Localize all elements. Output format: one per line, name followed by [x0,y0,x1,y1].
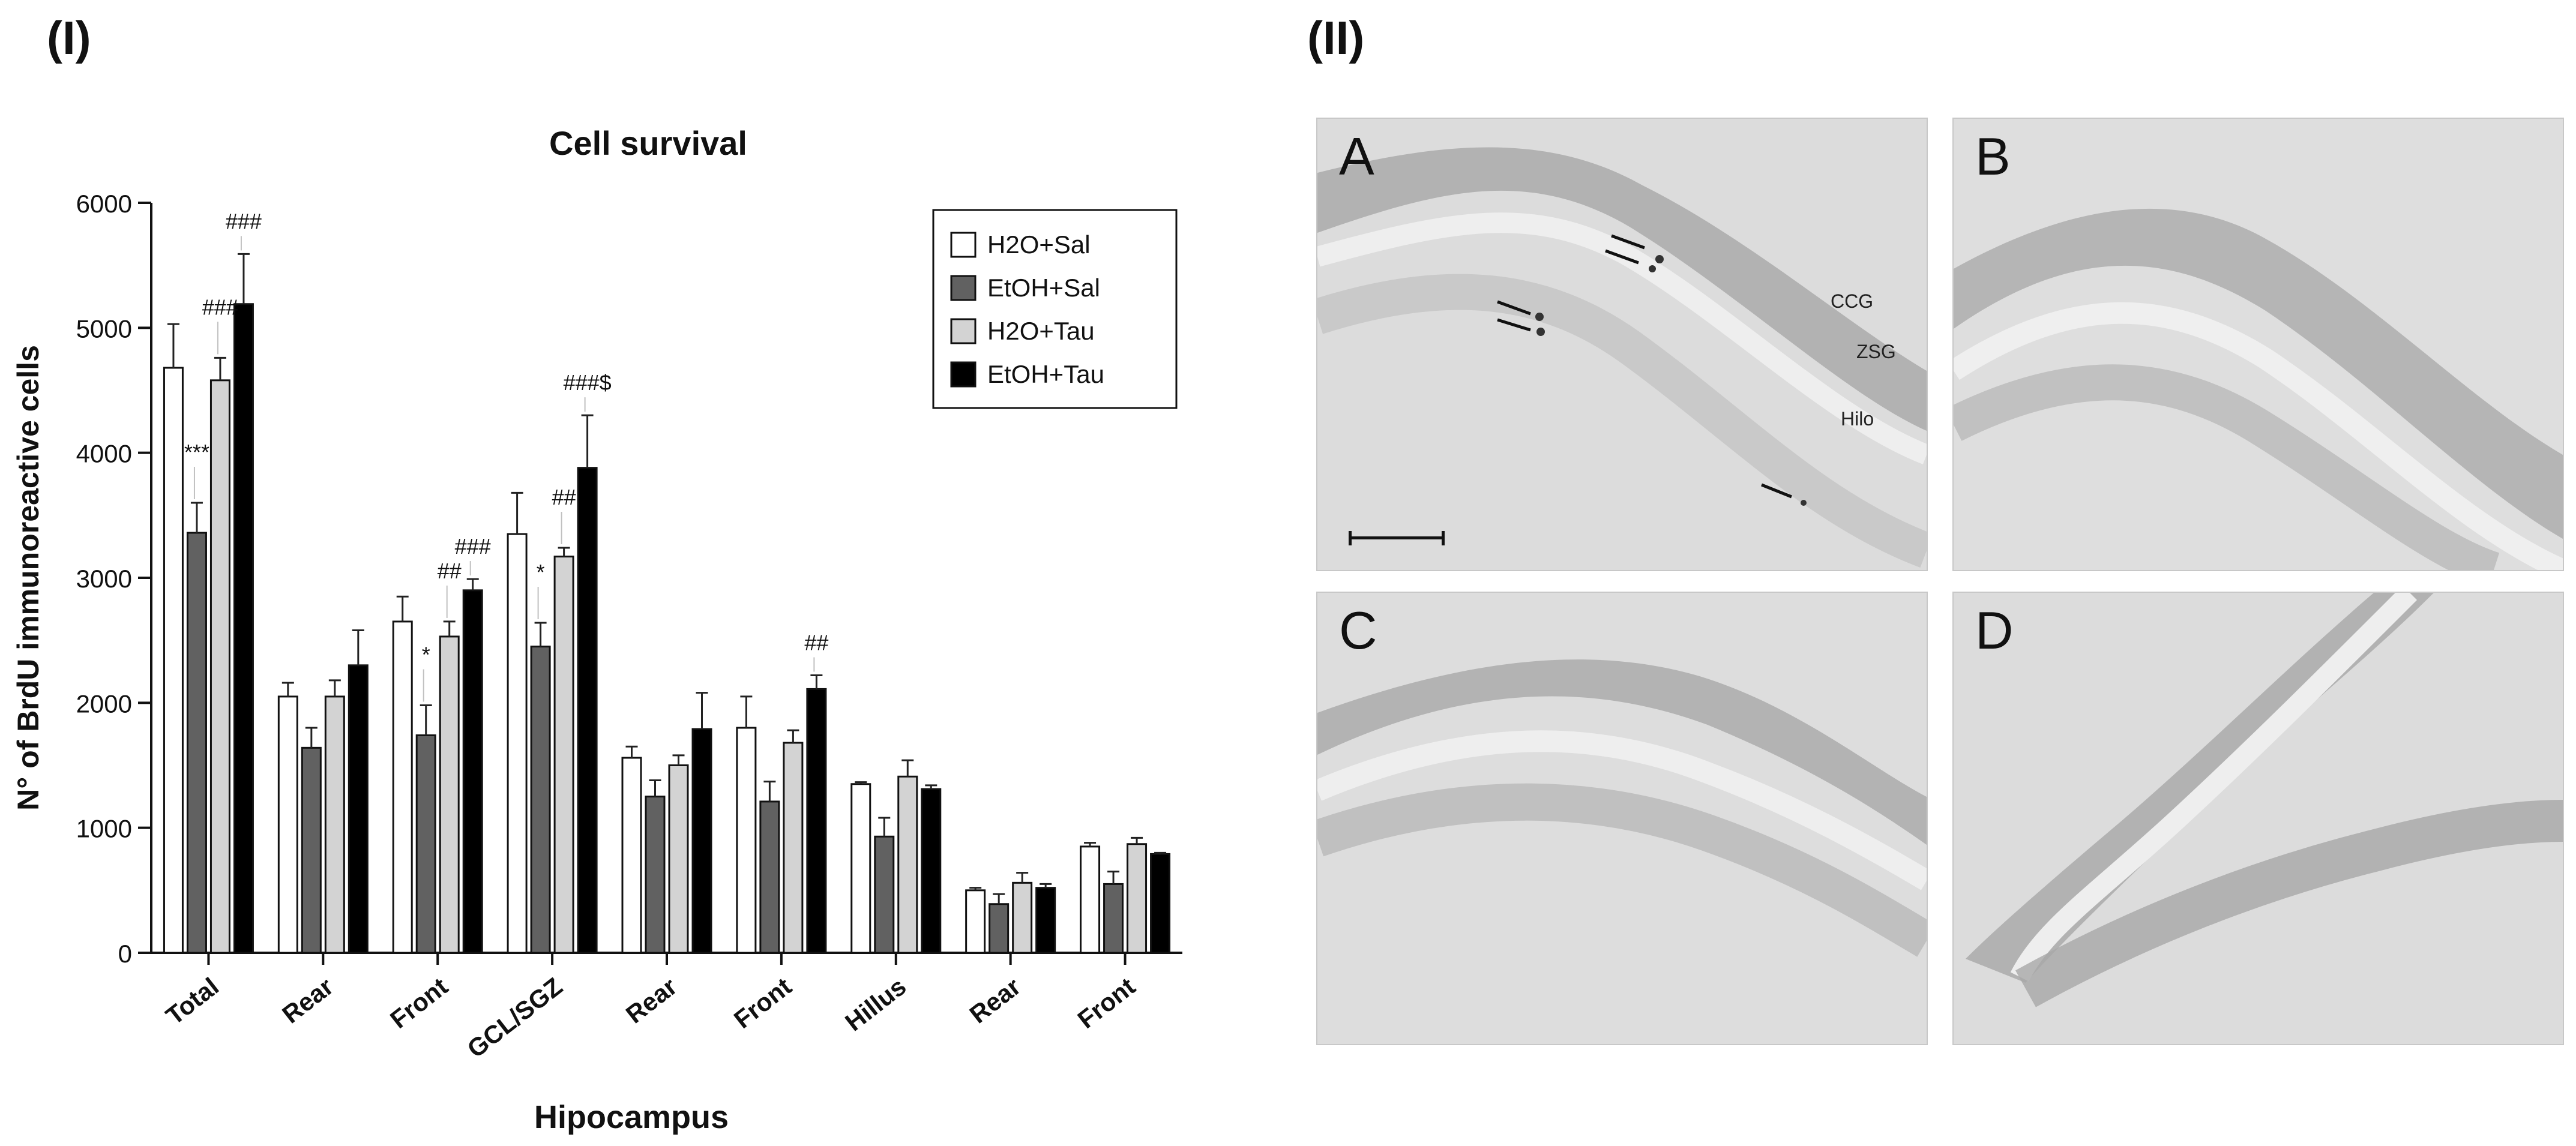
annotation-4: ## [438,559,462,583]
legend-swatch-0 [950,232,977,258]
region-label-zsg: ZSG [1856,341,1896,362]
bar-0-7 [965,889,986,954]
bar-1-7 [989,903,1010,954]
bar-2-1 [324,695,345,954]
annotation-6: * [537,560,545,584]
bar-0-1 [277,695,298,954]
bar-3-8 [1150,853,1171,954]
bar-3-4 [691,728,712,954]
bar-1-2 [415,734,436,954]
micrograph-letter-b: B [1975,127,2011,186]
bar-0-6 [850,783,871,954]
annotation-0: *** [184,440,209,464]
legend-label-3: EtOH+Tau [987,360,1104,388]
bar-1-4 [645,796,666,954]
y-tick-label-2: 2000 [76,689,132,718]
bar-3-7 [1035,887,1056,954]
x-tick-label-8: Front [1073,972,1140,1034]
bar-0-8 [1080,845,1101,954]
x-tick-label-7: Rear [964,972,1026,1029]
bar-3-3 [577,467,598,954]
bar-2-6 [897,775,918,954]
annotation-3: * [422,643,430,667]
bar-0-3 [507,533,528,954]
micrograph-b: B [1952,118,2564,571]
y-tick-label-4: 4000 [76,440,132,468]
bar-2-7 [1012,881,1033,954]
bar-2-0 [209,379,230,954]
y-tick-label-3: 3000 [76,565,132,593]
bar-3-1 [348,664,369,954]
bar-1-1 [301,746,322,954]
bar-2-4 [668,764,689,954]
x-tick-label-5: Front [729,972,796,1034]
legend-swatch-3 [950,361,977,388]
bar-3-2 [462,589,483,954]
region-label-ccg: CCG [1831,290,1874,312]
y-tick-label-0: 0 [118,940,132,968]
micrograph-d: D [1952,592,2564,1045]
y-axis-label: N° of BrdU immunoreactive cells [11,345,45,811]
bar-1-3 [530,646,551,954]
legend-label-0: H2O+Sal [987,230,1091,259]
bar-1-0 [186,532,207,954]
bar-0-4 [621,757,642,954]
x-tick-label-6: Hillus [840,972,911,1036]
bar-3-5 [806,688,827,954]
annotation-7: ## [552,485,576,509]
x-tick-label-0: Total [160,972,224,1030]
annotation-1: ### [202,295,238,319]
x-tick-label-2: Front [385,972,453,1034]
panel-label-left: (I) [47,11,91,64]
bar-1-5 [759,800,780,954]
x-tick-label-1: Rear [277,972,339,1029]
bar-3-6 [921,788,942,954]
micrograph-letter-a: A [1339,127,1374,186]
y-tick-label-6: 6000 [76,190,132,218]
legend-label-1: EtOH+Sal [987,274,1100,302]
bar-3-0 [233,303,254,954]
bar-1-8 [1103,883,1124,954]
annotation-8: ###$ [564,370,612,395]
x-tick-label-3: GCL/SGZ [462,972,568,1063]
annotation-9: ## [804,631,828,655]
bar-0-0 [163,367,184,954]
bar-2-2 [439,635,460,954]
bar-0-5 [736,727,757,954]
micrograph-c-image [1317,593,1927,1044]
bar-0-2 [392,620,413,954]
micrograph-b-image [1954,119,2563,570]
x-tick-label-4: Rear [621,972,682,1029]
region-label-hilo: Hilo [1841,408,1874,430]
micrograph-a: A CCG ZSG Hilo [1316,118,1928,571]
bar-chart: Cell survival 0 1000 2000 3000 4000 5000 6000 N°… [11,124,1182,1135]
micrograph-letter-d: D [1975,601,2014,660]
bar-2-5 [783,742,804,954]
micrograph-letter-c: C [1339,601,1377,660]
y-tick-label-1: 1000 [76,815,132,843]
x-axis-label: Hipocampus [534,1099,729,1135]
bar-2-3 [553,556,574,954]
annotation-5: ### [455,534,491,559]
y-tick-label-5: 5000 [76,314,132,343]
scale-bar [1349,531,1445,545]
legend-label-2: H2O+Tau [987,317,1095,345]
panel-label-right: (II) [1307,11,1365,64]
micrograph-d-image [1954,593,2563,1044]
bar-2-8 [1127,843,1148,954]
chart-title: Cell survival [549,124,747,162]
legend-swatch-1 [950,275,977,301]
legend-swatch-2 [950,318,977,344]
annotation-2: ### [226,209,262,233]
micrograph-a-image [1317,119,1927,570]
bar-1-6 [874,835,895,954]
micrograph-c: C [1316,592,1928,1045]
